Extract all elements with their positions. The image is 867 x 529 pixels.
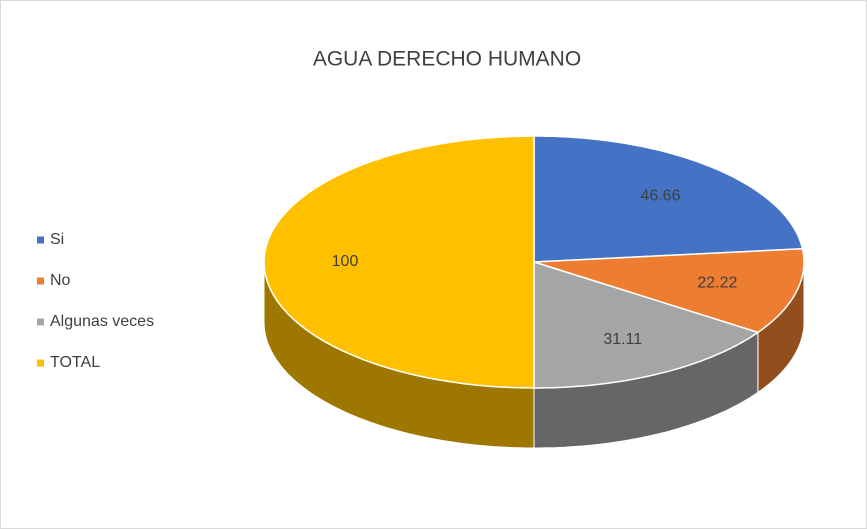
data-label: 22.22: [697, 275, 737, 292]
legend-swatch: [37, 236, 44, 244]
legend-swatch: [37, 359, 44, 367]
legend-label: Si: [50, 231, 64, 248]
slice: [533, 135, 804, 263]
slice: [533, 248, 805, 334]
legend-label: No: [50, 272, 71, 289]
data-label: 46.66: [640, 188, 680, 205]
legend-swatch: [37, 277, 44, 285]
slice: [263, 135, 535, 389]
legend-label: Algunas veces: [50, 313, 154, 330]
data-label: 100: [332, 253, 359, 270]
data-label: 31.11: [603, 331, 642, 348]
legend-label: TOTAL: [50, 354, 100, 371]
legend-swatch: [37, 318, 44, 326]
chart-title: AGUA DERECHO HUMANO: [313, 48, 581, 71]
slice: [533, 260, 760, 389]
